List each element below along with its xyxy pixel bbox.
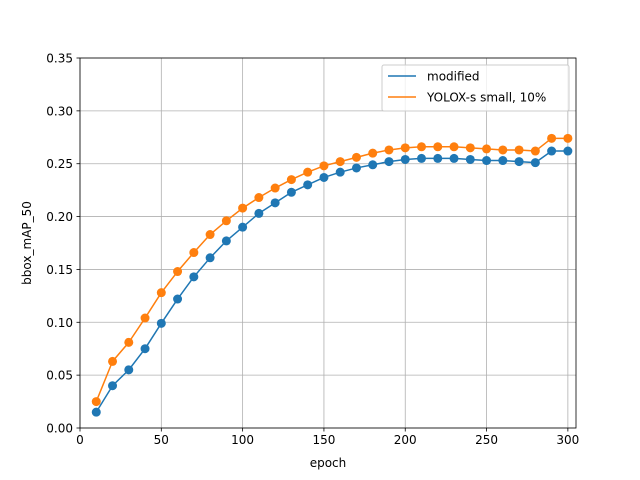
x-tick-label: 200 — [394, 433, 417, 447]
x-tick-label: 150 — [312, 433, 335, 447]
data-point-yolox-s-small-10 — [270, 183, 280, 193]
data-point-modified — [482, 156, 492, 166]
plot-frame — [79, 57, 577, 429]
data-point-modified — [254, 208, 264, 218]
data-point-yolox-s-small-10 — [335, 157, 345, 167]
data-point-modified — [270, 198, 280, 208]
data-point-modified — [286, 187, 296, 197]
data-point-yolox-s-small-10 — [563, 133, 573, 143]
data-point-yolox-s-small-10 — [465, 143, 475, 153]
data-point-yolox-s-small-10 — [498, 145, 508, 155]
data-point-yolox-s-small-10 — [433, 142, 443, 152]
data-point-modified — [140, 344, 150, 354]
data-point-modified — [221, 236, 231, 246]
y-tick-label: 0.05 — [46, 369, 73, 383]
data-point-modified — [498, 156, 508, 166]
ticks: 0 50 100 150 200 250 300 0.00 0.05 0.10 0.15 0.20 0.… — [46, 52, 579, 448]
data-point-modified — [303, 180, 313, 190]
data-point-yolox-s-small-10 — [449, 142, 459, 152]
data-point-modified — [238, 222, 248, 232]
data-point-modified — [351, 163, 361, 173]
data-point-yolox-s-small-10 — [400, 143, 410, 153]
data-point-modified — [108, 381, 118, 391]
data-point-yolox-s-small-10 — [156, 288, 166, 298]
legend-label-yolox: YOLOX-s small, 10% — [426, 91, 546, 105]
data-point-modified — [417, 153, 427, 163]
data-point-modified — [530, 158, 540, 168]
data-point-yolox-s-small-10 — [254, 193, 264, 203]
data-point-modified — [449, 153, 459, 163]
data-point-modified — [124, 365, 134, 375]
x-tick-label: 100 — [231, 433, 254, 447]
y-tick-label: 0.20 — [46, 210, 73, 224]
data-point-yolox-s-small-10 — [221, 216, 231, 226]
series-yolox-s-small-10 — [91, 133, 573, 407]
x-tick-label: 250 — [475, 433, 498, 447]
data-point-yolox-s-small-10 — [547, 133, 557, 143]
data-point-modified — [514, 157, 524, 167]
y-tick-label: 0.30 — [46, 104, 73, 118]
data-point-modified — [563, 146, 573, 156]
data-point-yolox-s-small-10 — [319, 161, 329, 171]
data-point-yolox-s-small-10 — [286, 175, 296, 185]
data-point-modified — [173, 294, 183, 304]
x-tick-label: 0 — [76, 433, 84, 447]
y-tick-label: 0.10 — [46, 316, 73, 330]
data-point-modified — [368, 160, 378, 170]
data-point-yolox-s-small-10 — [140, 313, 150, 323]
data-point-modified — [335, 167, 345, 177]
series-modified — [91, 146, 573, 417]
data-point-modified — [205, 253, 215, 263]
y-tick-label: 0.25 — [46, 157, 73, 171]
data-point-modified — [319, 172, 329, 182]
data-point-yolox-s-small-10 — [205, 230, 215, 240]
data-point-yolox-s-small-10 — [417, 142, 427, 152]
series-layer — [91, 133, 573, 417]
data-point-modified — [384, 157, 394, 167]
data-point-yolox-s-small-10 — [238, 203, 248, 213]
data-point-yolox-s-small-10 — [530, 146, 540, 156]
data-point-modified — [433, 153, 443, 163]
y-tick-label: 0.35 — [46, 52, 73, 66]
legend-box — [381, 64, 570, 112]
x-axis-label: epoch — [310, 456, 347, 470]
data-point-yolox-s-small-10 — [368, 148, 378, 158]
data-point-yolox-s-small-10 — [384, 145, 394, 155]
data-point-modified — [189, 272, 199, 282]
x-tick-label: 300 — [556, 433, 579, 447]
data-point-yolox-s-small-10 — [124, 337, 134, 347]
data-point-yolox-s-small-10 — [91, 397, 101, 407]
data-point-yolox-s-small-10 — [173, 267, 183, 277]
data-point-yolox-s-small-10 — [108, 356, 118, 366]
data-point-modified — [465, 154, 475, 164]
y-axis-label: bbox_mAP_50 — [20, 201, 34, 285]
x-tick-label: 50 — [154, 433, 169, 447]
legend: modified YOLOX-s small, 10% — [381, 64, 570, 112]
data-point-modified — [91, 407, 101, 417]
data-point-yolox-s-small-10 — [351, 152, 361, 162]
data-point-modified — [400, 154, 410, 164]
data-point-modified — [156, 318, 166, 328]
y-tick-label: 0.00 — [46, 422, 73, 436]
data-point-yolox-s-small-10 — [303, 167, 313, 177]
y-tick-label: 0.15 — [46, 263, 73, 277]
data-point-yolox-s-small-10 — [189, 248, 199, 258]
data-point-yolox-s-small-10 — [482, 144, 492, 154]
data-point-yolox-s-small-10 — [514, 145, 524, 155]
legend-label-modified: modified — [427, 70, 480, 84]
data-point-modified — [547, 146, 557, 156]
